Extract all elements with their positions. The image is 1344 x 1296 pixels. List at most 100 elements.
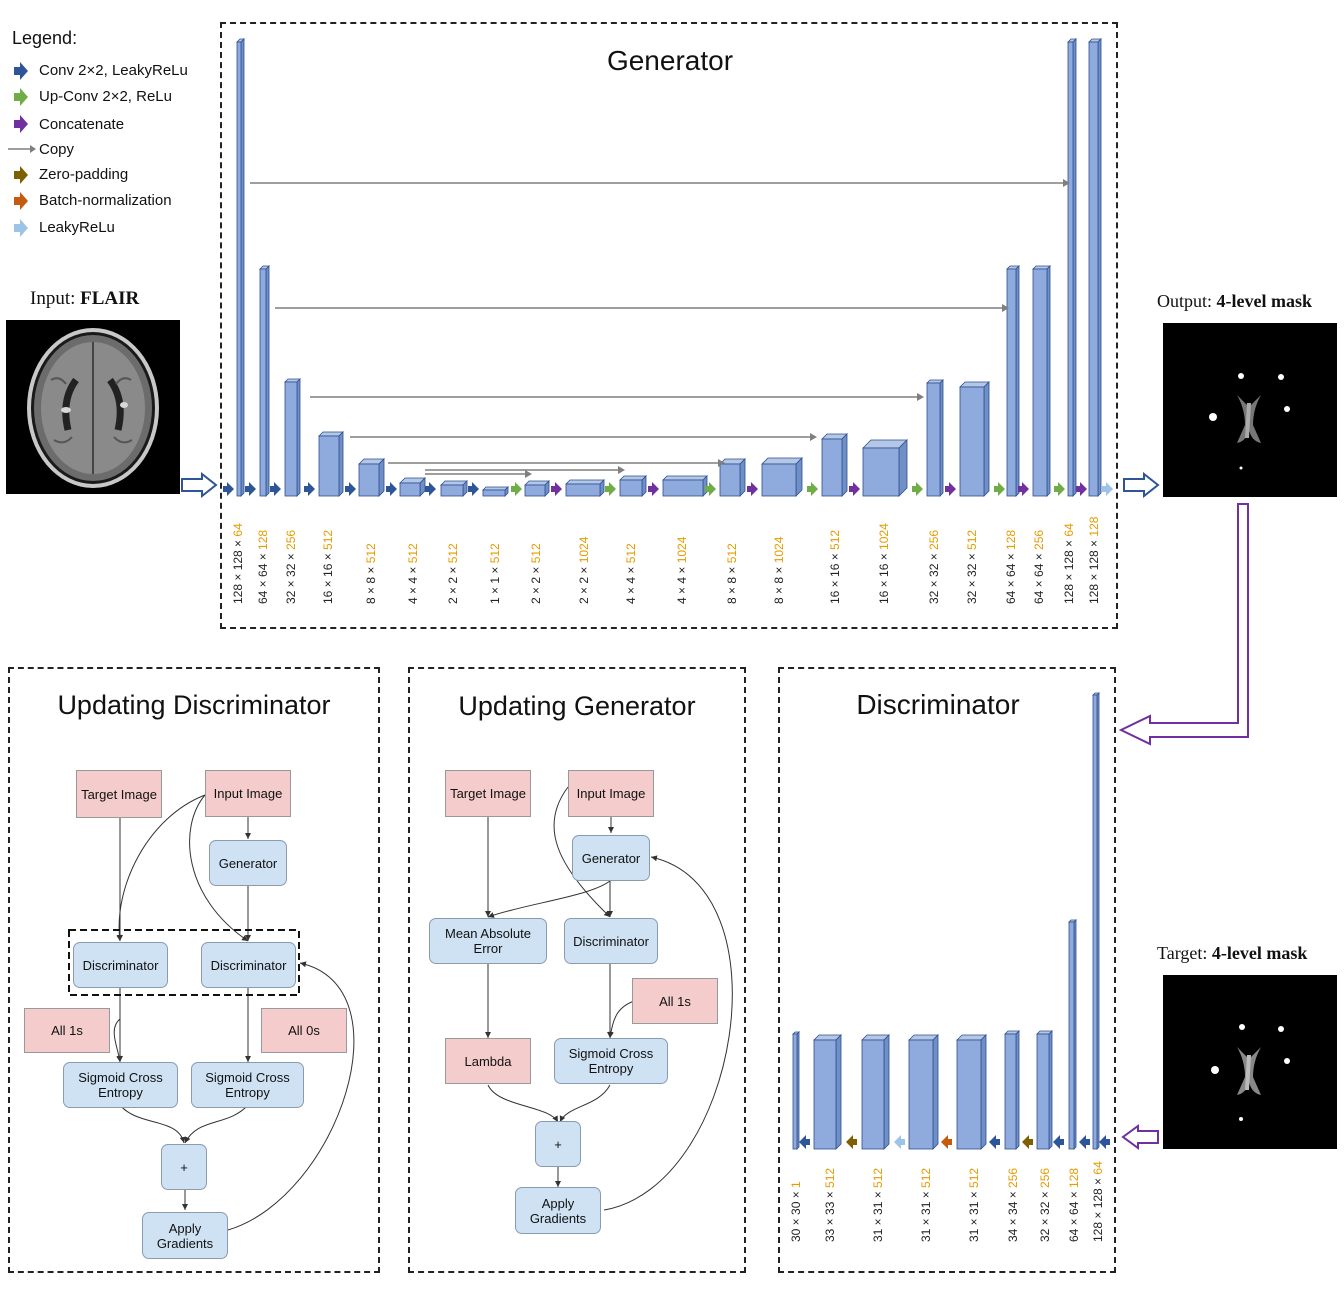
legend-item-label: Conv 2×2, LeakyReLu <box>39 62 188 79</box>
legend-arrow-icon-zeropad <box>14 166 28 184</box>
discriminator-layer-block <box>908 1034 939 1150</box>
discriminator-op-arrow-icon <box>894 1135 905 1149</box>
discriminator-layer-block <box>1036 1030 1053 1150</box>
legend-item-label: LeakyReLu <box>39 219 115 236</box>
ud-discriminator-right-box: Discriminator <box>201 942 296 988</box>
ud-sce-right-box: Sigmoid Cross Entropy <box>191 1062 304 1108</box>
discriminator-size-label: 32 × 32 × 256 <box>1038 1168 1052 1242</box>
generator-size-label: 128 × 128 × 64 <box>1062 523 1076 604</box>
generator-copy-arrowhead <box>810 433 817 441</box>
generator-size-label: 16 × 16 × 512 <box>321 530 335 604</box>
generator-layer-block <box>761 457 803 497</box>
updating-generator-connectors <box>485 786 733 1211</box>
target-caption: Target: 4-level mask <box>1157 943 1307 964</box>
generator-copy-arrowhead <box>525 470 532 478</box>
generator-layer-block <box>284 378 301 497</box>
generator-op-arrow-icon <box>1076 482 1087 496</box>
generator-op-arrow-icon <box>386 482 397 496</box>
ud-plus-box: + <box>161 1144 207 1190</box>
discriminator-layer-block <box>956 1034 987 1150</box>
legend-arrow-icon-upconv <box>14 88 28 106</box>
discriminator-size-label: 31 × 31 × 512 <box>919 1168 933 1242</box>
generator-layer-block <box>926 379 944 497</box>
input-caption-prefix: Input: <box>30 288 81 309</box>
discriminator-op-arrow-icon <box>941 1135 952 1149</box>
generator-copy-arrowhead <box>718 459 725 467</box>
generator-network: 128 × 128 × 64 64 × 64 × 128 32 × 32 × 256… <box>223 38 1113 604</box>
generator-size-label: 4 × 4 × 512 <box>624 543 638 604</box>
ug-discriminator-box: Discriminator <box>564 918 658 964</box>
legend-line-arrow-icon-copy <box>8 145 36 153</box>
legend-item-label: Batch-normalization <box>39 192 172 209</box>
generator-size-label: 4 × 4 × 1024 <box>675 536 689 604</box>
ug-apply-gradients-box: Apply Gradients <box>515 1187 601 1234</box>
generator-layer-block <box>259 265 270 497</box>
discriminator-size-label: 33 × 33 × 512 <box>823 1168 837 1242</box>
discriminator-layer-block <box>813 1034 842 1150</box>
ud-all-1s-box: All 1s <box>24 1008 110 1053</box>
generator-layer-block <box>959 381 990 497</box>
generator-op-arrow-icon <box>1102 482 1113 496</box>
generator-size-label: 8 × 8 × 1024 <box>772 536 786 604</box>
output-arrow-icon <box>1123 472 1160 498</box>
generator-size-label: 32 × 32 × 256 <box>927 530 941 604</box>
ug-mae-box: Mean Absolute Error <box>429 918 547 964</box>
discriminator-op-arrow-icon <box>1079 1135 1090 1149</box>
input-arrow-icon <box>181 472 218 498</box>
discriminator-layer-block <box>861 1034 890 1150</box>
generator-op-arrow-icon <box>468 482 479 496</box>
generator-copy-arrowhead <box>1063 179 1070 187</box>
discriminator-network: 30 × 30 × 1 33 × 33 × 512 31 × 31 × 512 31 … <box>789 692 1110 1242</box>
discriminator-size-label: 34 × 34 × 256 <box>1006 1168 1020 1242</box>
input-caption-name: FLAIR <box>80 288 140 309</box>
discriminator-op-arrow-icon <box>1022 1135 1033 1149</box>
discriminator-layer-block <box>1092 692 1100 1150</box>
generator-size-label: 64 × 64 × 128 <box>256 530 270 604</box>
discriminator-op-arrow-icon <box>846 1135 857 1149</box>
generator-layer-block <box>719 458 746 497</box>
generator-layer-block <box>524 480 550 497</box>
generator-copy-arrowhead <box>1002 304 1009 312</box>
discriminator-op-arrow-icon <box>989 1135 1000 1149</box>
generator-layer-block <box>862 439 908 497</box>
ug-sce-box: Sigmoid Cross Entropy <box>554 1038 668 1084</box>
legend-arrow-icon-batchnorm <box>14 192 28 210</box>
ud-discriminator-left-box: Discriminator <box>73 942 168 988</box>
generator-op-arrow-icon <box>747 482 758 496</box>
generator-layer-block <box>1006 265 1020 497</box>
legend-icons <box>8 62 36 237</box>
target-caption-name: 4-level mask <box>1211 943 1308 963</box>
generator-op-arrow-icon <box>1018 482 1029 496</box>
generator-op-arrow-icon <box>912 482 923 496</box>
generator-op-arrow-icon <box>849 482 860 496</box>
generator-panel <box>220 22 1118 629</box>
generator-size-label: 128 × 128 × 64 <box>231 523 245 604</box>
input-caption: Input: FLAIR <box>30 288 139 310</box>
generator-layer-block <box>1067 38 1077 497</box>
generator-size-label: 2 × 2 × 1024 <box>577 536 591 604</box>
output-to-discriminator-connector <box>1118 503 1249 746</box>
discriminator-title: Discriminator <box>856 689 1020 720</box>
discriminator-op-arrow-icon <box>1053 1135 1064 1149</box>
discriminator-size-label: 30 × 30 × 1 <box>789 1181 803 1242</box>
generator-copy-arrowhead <box>618 466 625 474</box>
generator-layer-block <box>358 458 385 497</box>
generator-op-arrow-icon <box>551 482 562 496</box>
legend-item-label: Concatenate <box>39 116 125 133</box>
ug-all-1s-box: All 1s <box>632 978 718 1024</box>
ud-apply-gradients-box: Apply Gradients <box>142 1212 228 1259</box>
generator-layer-block <box>565 479 605 497</box>
ud-all-0s-box: All 0s <box>261 1008 347 1053</box>
ug-plus-box: + <box>535 1121 581 1167</box>
generator-op-arrow-icon <box>304 482 315 496</box>
discriminator-layer-block <box>792 1031 800 1150</box>
ug-lambda-box: Lambda <box>445 1038 531 1084</box>
discriminator-op-arrow-icon <box>799 1135 810 1149</box>
generator-size-label: 32 × 32 × 256 <box>284 530 298 604</box>
generator-layer-block <box>1088 38 1102 497</box>
generator-layer-block <box>821 433 848 497</box>
generator-size-label: 4 × 4 × 512 <box>406 543 420 604</box>
discriminator-size-label: 128 × 128 × 64 <box>1091 1161 1105 1242</box>
generator-size-label: 2 × 2 × 512 <box>446 543 460 604</box>
output-mask-image <box>1163 323 1337 497</box>
